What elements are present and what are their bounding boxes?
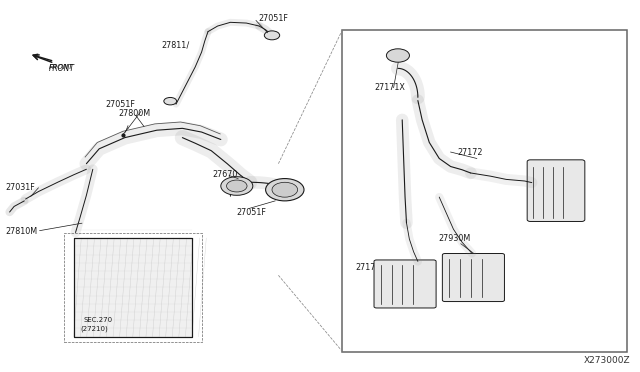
Text: 27172: 27172 (458, 148, 483, 157)
Circle shape (164, 97, 177, 105)
Text: 27171X: 27171X (374, 83, 405, 92)
Text: 27811: 27811 (161, 41, 186, 50)
Text: 27930MA: 27930MA (541, 183, 579, 192)
FancyBboxPatch shape (527, 160, 585, 221)
FancyBboxPatch shape (374, 260, 436, 308)
Text: X273000Z: X273000Z (584, 356, 630, 365)
Bar (74, 238, 192, 337)
Circle shape (387, 49, 410, 62)
Circle shape (264, 31, 280, 40)
Text: 27810M: 27810M (5, 227, 37, 236)
Circle shape (266, 179, 304, 201)
Text: SEC.270: SEC.270 (83, 317, 113, 323)
Text: FRONT: FRONT (49, 64, 73, 70)
Text: 27173: 27173 (355, 263, 381, 272)
Circle shape (221, 177, 253, 195)
Text: 27800M: 27800M (118, 109, 150, 118)
Text: 27670: 27670 (212, 170, 238, 179)
Circle shape (272, 182, 298, 197)
Text: FRONT: FRONT (49, 64, 75, 73)
Circle shape (227, 180, 247, 192)
Text: 27930M: 27930M (438, 234, 470, 243)
Text: (27210): (27210) (80, 325, 108, 332)
Bar (342, 30, 627, 352)
Text: 27051F: 27051F (258, 14, 288, 23)
Text: 27051F: 27051F (237, 208, 267, 217)
Bar (74, 238, 192, 337)
FancyBboxPatch shape (442, 254, 504, 302)
Text: 27031F: 27031F (5, 183, 35, 192)
Text: 27051F: 27051F (106, 100, 136, 109)
